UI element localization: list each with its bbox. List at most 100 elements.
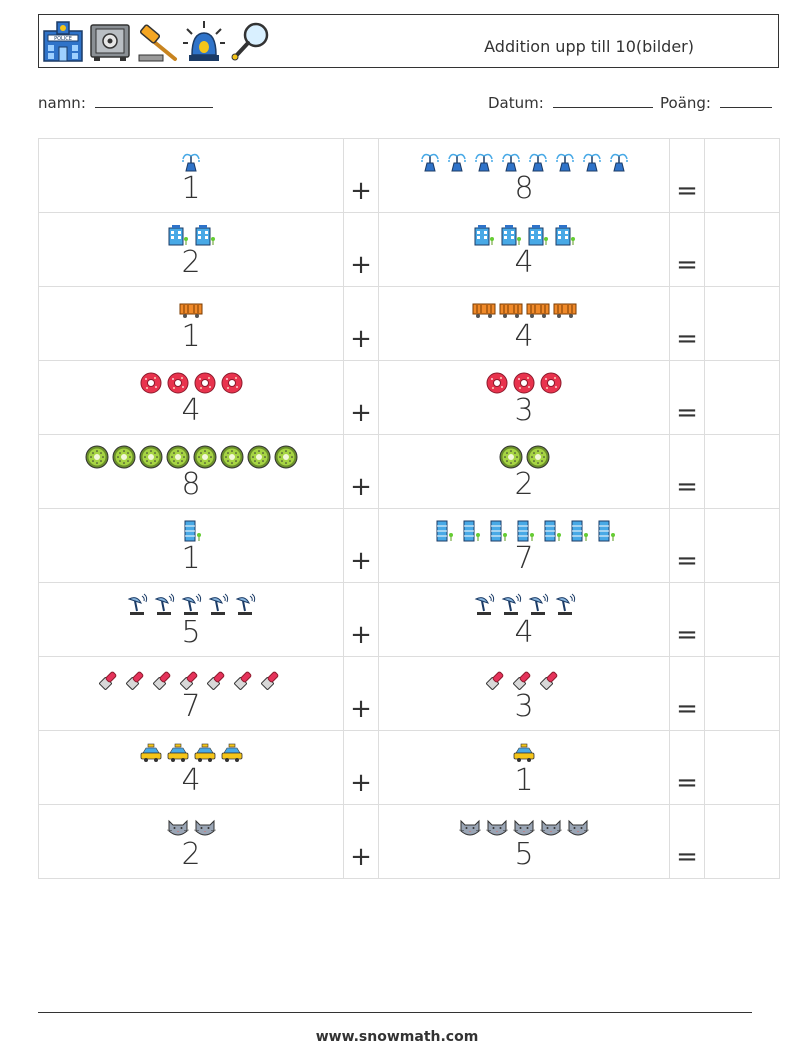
- satellite-dish-icon: [526, 593, 550, 617]
- first-addend-pictures: [39, 147, 343, 173]
- fountain-icon: [472, 149, 496, 173]
- cat-face-icon: [193, 815, 217, 839]
- header-icons: POLICE: [41, 17, 273, 65]
- lipstick-icon: [485, 667, 509, 691]
- fountain-icon: [553, 149, 577, 173]
- equals-sign: =: [676, 250, 698, 280]
- name-field[interactable]: namn:: [38, 94, 213, 112]
- fountain-icon: [607, 149, 631, 173]
- answer-cell[interactable]: [704, 730, 780, 805]
- cat-face-icon: [485, 815, 509, 839]
- equals-sign: =: [676, 768, 698, 798]
- taxi-icon: [220, 741, 244, 765]
- svg-text:POLICE: POLICE: [54, 36, 72, 42]
- equals-cell: =: [669, 286, 705, 361]
- kiwi-slice-icon: [247, 445, 271, 469]
- answer-cell[interactable]: [704, 804, 780, 879]
- second-addend-cell: 8: [378, 138, 670, 213]
- cat-face-icon: [166, 815, 190, 839]
- second-addend-pictures: [379, 295, 669, 321]
- second-addend-pictures: [379, 369, 669, 395]
- plus-cell: +: [343, 804, 379, 879]
- plus-sign: +: [350, 842, 372, 872]
- equals-cell: =: [669, 360, 705, 435]
- plus-sign: +: [350, 250, 372, 280]
- first-addend-pictures: [39, 665, 343, 691]
- skyscraper-icon: [458, 519, 482, 543]
- second-addend-cell: 3: [378, 360, 670, 435]
- plus-cell: +: [343, 508, 379, 583]
- first-addend-pictures: [39, 591, 343, 617]
- problem-row: 4 +3 =: [38, 360, 780, 435]
- plus-cell: +: [343, 656, 379, 731]
- taxi-icon: [512, 741, 536, 765]
- score-blank[interactable]: [719, 94, 772, 108]
- donut-icon: [166, 371, 190, 395]
- fountain-icon: [179, 149, 203, 173]
- second-addend-cell: 4: [378, 582, 670, 657]
- answer-cell[interactable]: [704, 582, 780, 657]
- lipstick-icon: [512, 667, 536, 691]
- first-addend-number: 4: [181, 393, 201, 428]
- date-blank[interactable]: [552, 94, 653, 108]
- plus-sign: +: [350, 768, 372, 798]
- answer-cell[interactable]: [704, 434, 780, 509]
- footer-url[interactable]: www.snowmath.com: [315, 1029, 479, 1045]
- plus-cell: +: [343, 286, 379, 361]
- equals-sign: =: [676, 472, 698, 502]
- first-addend-number: 8: [181, 467, 201, 502]
- answer-cell[interactable]: [704, 138, 780, 213]
- satellite-dish-icon: [125, 593, 149, 617]
- answer-cell[interactable]: [704, 508, 780, 583]
- satellite-dish-icon: [233, 593, 257, 617]
- satellite-dish-icon: [179, 593, 203, 617]
- second-addend-number: 3: [514, 393, 534, 428]
- problem-row: 2 +5 =: [38, 804, 780, 879]
- first-addend-cell: 2: [38, 804, 344, 879]
- second-addend-pictures: [379, 221, 669, 247]
- skyscraper-icon: [512, 519, 536, 543]
- first-addend-cell: 1: [38, 138, 344, 213]
- donut-icon: [539, 371, 563, 395]
- second-addend-number: 1: [514, 763, 534, 798]
- first-addend-number: 7: [181, 689, 201, 724]
- answer-cell[interactable]: [704, 286, 780, 361]
- second-addend-number: 8: [514, 171, 534, 206]
- first-addend-cell: 2: [38, 212, 344, 287]
- name-blank[interactable]: [94, 94, 213, 108]
- problem-row: 1 +4 =: [38, 286, 780, 361]
- first-addend-cell: 5: [38, 582, 344, 657]
- first-addend-pictures: [39, 221, 343, 247]
- answer-cell[interactable]: [704, 656, 780, 731]
- first-addend-number: 4: [181, 763, 201, 798]
- equals-sign: =: [676, 546, 698, 576]
- freight-wagon-icon: [179, 297, 203, 321]
- equals-cell: =: [669, 434, 705, 509]
- equals-cell: =: [669, 656, 705, 731]
- taxi-icon: [139, 741, 163, 765]
- donut-icon: [220, 371, 244, 395]
- cat-face-icon: [539, 815, 563, 839]
- first-addend-number: 1: [181, 541, 201, 576]
- donut-icon: [512, 371, 536, 395]
- kiwi-slice-icon: [526, 445, 550, 469]
- problem-row: 7 +3 =: [38, 656, 780, 731]
- fountain-icon: [526, 149, 550, 173]
- date-field[interactable]: Datum:: [488, 94, 653, 112]
- first-addend-cell: 7: [38, 656, 344, 731]
- equals-sign: =: [676, 842, 698, 872]
- second-addend-cell: 1: [378, 730, 670, 805]
- gavel-icon: [138, 24, 177, 62]
- plus-sign: +: [350, 324, 372, 354]
- score-field[interactable]: Poäng:: [660, 94, 772, 112]
- first-addend-number: 1: [181, 171, 201, 206]
- first-addend-number: 1: [181, 319, 201, 354]
- first-addend-pictures: [39, 813, 343, 839]
- problem-row: 5 +4 =: [38, 582, 780, 657]
- name-label: namn:: [38, 94, 86, 112]
- answer-cell[interactable]: [704, 360, 780, 435]
- lipstick-icon: [152, 667, 176, 691]
- lipstick-icon: [260, 667, 284, 691]
- answer-cell[interactable]: [704, 212, 780, 287]
- second-addend-cell: 3: [378, 656, 670, 731]
